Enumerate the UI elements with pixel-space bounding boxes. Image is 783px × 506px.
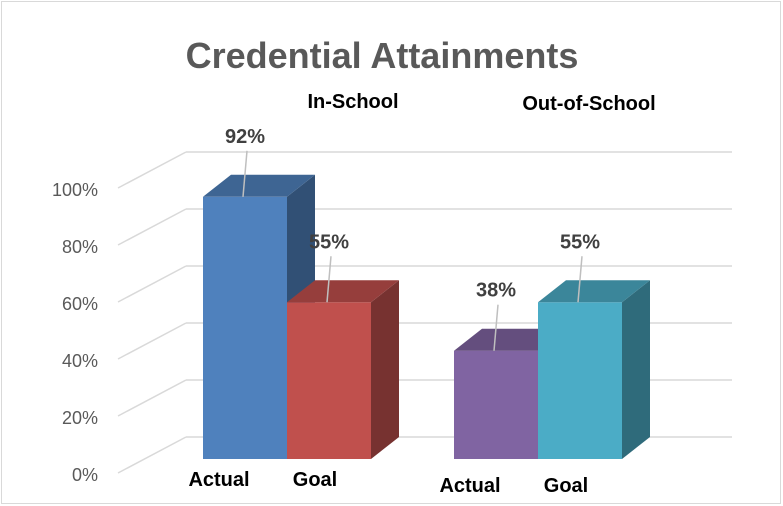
data-label: 55% [560,231,600,253]
bar-front [538,302,622,459]
data-labels: 92% 55% 38% 55% [225,126,600,351]
y-tick-label: 60% [62,294,98,314]
y-tick-label: 20% [62,408,98,428]
group-label-out-of-school: Out-of-School [522,93,655,115]
gridline-side [117,265,187,303]
category-label: Goal [293,469,337,491]
y-tick-label: 40% [62,351,98,371]
bar-front [287,302,371,459]
bar-side [622,280,650,459]
category-labels: Actual Goal Actual Goal [188,469,588,497]
bar-side [371,280,399,459]
data-label: 55% [309,231,349,253]
y-axis: 0% 20% 40% 60% 80% 100% [52,180,98,485]
bar-top [287,280,399,303]
y-tick-label: 100% [52,180,98,200]
category-label: Actual [439,475,500,497]
gridline-side [117,379,187,417]
gridline-side [117,322,187,360]
chart-title: Credential Attainments [186,35,579,76]
leader-line [577,256,583,303]
gridline-side [117,208,187,246]
category-label: Actual [188,469,249,491]
data-label: 38% [476,280,516,302]
y-tick-label: 80% [62,237,98,257]
category-label: Goal [544,475,588,497]
gridline-side [117,436,187,474]
bar-top [203,174,315,197]
leader-line [326,256,332,303]
bar-top [538,280,650,303]
leader-line [493,304,499,351]
bar-front [454,350,538,459]
bar-front [203,196,287,460]
gridline-side [117,151,187,189]
leader-line [242,150,248,197]
y-tick-label: 0% [72,465,98,485]
data-label: 92% [225,126,265,148]
group-label-in-school: In-School [307,91,398,113]
bars [203,174,650,460]
